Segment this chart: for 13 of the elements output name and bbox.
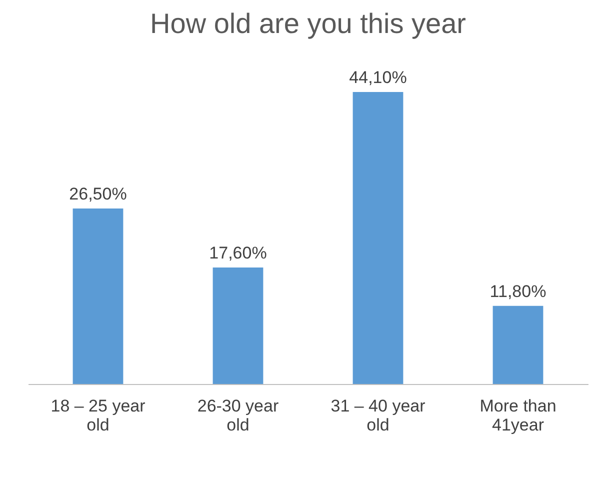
chart-title: How old are you this year	[150, 8, 466, 39]
data-label: 17,60%	[209, 243, 267, 262]
bar	[492, 306, 544, 384]
x-tick-label: More than 41year	[480, 396, 556, 434]
x-tick-label: 26-30 year old	[197, 396, 279, 434]
bar	[212, 267, 264, 384]
bar	[352, 92, 404, 384]
x-tick-label: 18 – 25 year old	[50, 396, 146, 434]
bar	[72, 208, 124, 384]
data-label: 44,10%	[349, 68, 407, 87]
x-tick-label: 31 – 40 year old	[330, 396, 426, 434]
data-label: 11,80%	[490, 282, 546, 301]
data-label: 26,50%	[69, 184, 127, 204]
